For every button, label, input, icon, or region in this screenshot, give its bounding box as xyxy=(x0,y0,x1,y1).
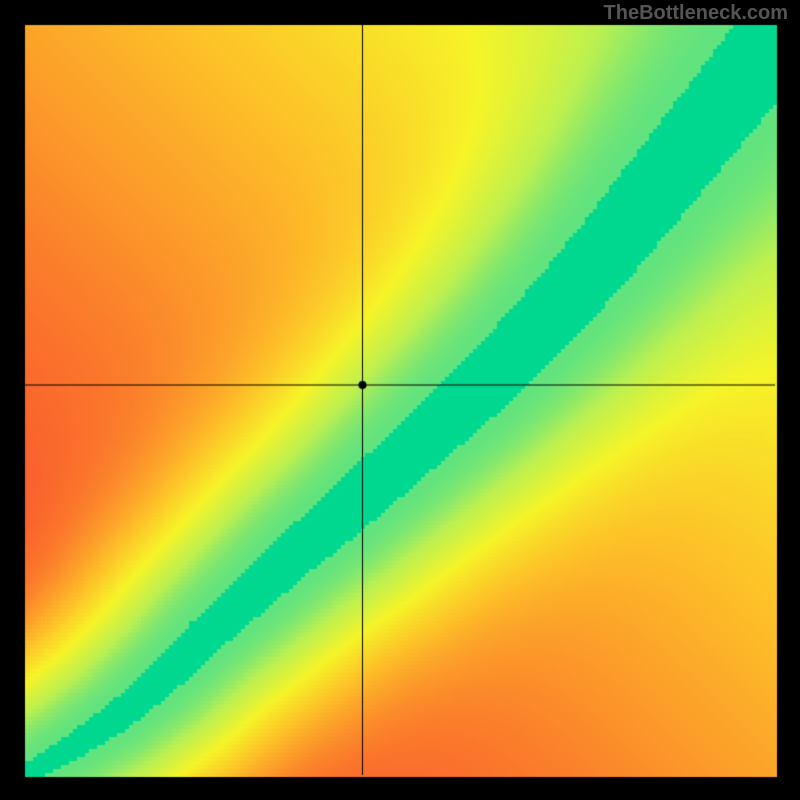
heatmap-canvas xyxy=(0,0,800,800)
bottleneck-chart: TheBottleneck.com xyxy=(0,0,800,800)
